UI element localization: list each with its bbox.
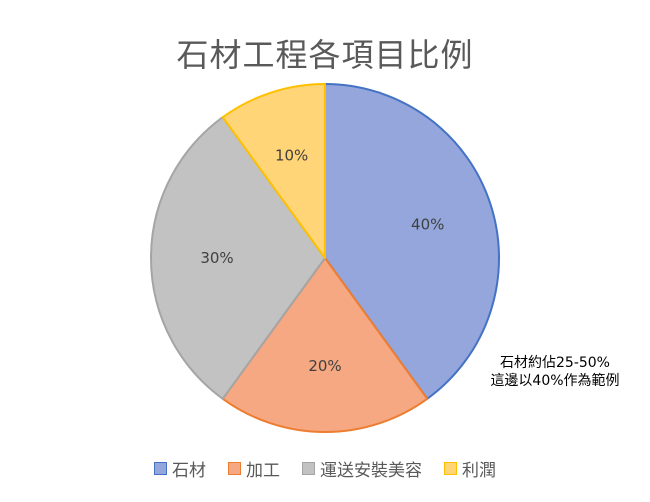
annotation-line-1: 石材約佔25-50% [500, 355, 610, 371]
annotation-text: 石材約佔25-50% 這邊以40%作為範例 [470, 354, 640, 390]
data-label-stone: 40% [411, 216, 444, 234]
data-label-delivery-install: 30% [200, 249, 233, 267]
chart-title: 石材工程各項目比例 [176, 36, 474, 74]
pie-slice-delivery-install [150, 116, 326, 400]
legend-item-stone: 石材 [154, 456, 206, 481]
legend-label-delivery-install: 運送安裝美容 [320, 461, 422, 481]
legend-label-processing: 加工 [246, 461, 280, 481]
legend-swatch-processing [228, 462, 241, 475]
pie-slice-stone [324, 83, 500, 400]
legend-swatch-profit [444, 462, 457, 475]
legend-item-delivery-install: 運送安裝美容 [302, 456, 422, 481]
legend-swatch-delivery-install [302, 462, 315, 475]
legend-item-profit: 利潤 [444, 456, 496, 481]
pie-slice-profit [221, 83, 326, 259]
legend-label-stone: 石材 [172, 461, 206, 481]
legend-item-processing: 加工 [228, 456, 280, 481]
chart-legend: 石材 加工 運送安裝美容 利潤 [0, 456, 650, 481]
legend-label-profit: 利潤 [462, 461, 496, 481]
data-label-processing: 20% [308, 357, 341, 375]
data-label-profit: 10% [275, 146, 308, 164]
pie-slice-processing [221, 257, 429, 433]
annotation-line-2: 這邊以40%作為範例 [490, 373, 620, 389]
legend-swatch-stone [154, 462, 167, 475]
